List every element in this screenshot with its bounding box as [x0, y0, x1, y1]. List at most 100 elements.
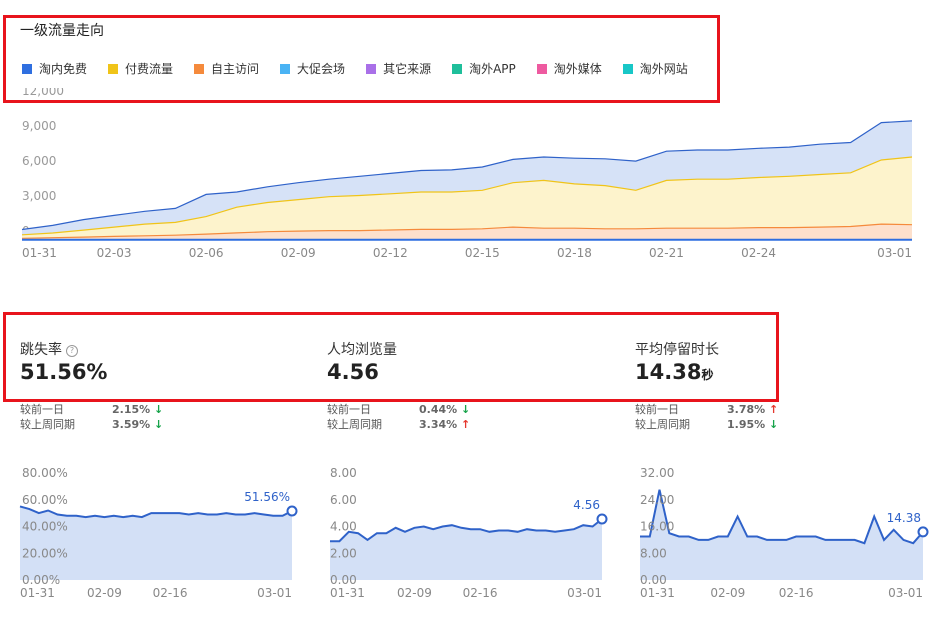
y-tick-label: 0.00 [330, 573, 357, 587]
legend-label: 付费流量 [125, 62, 174, 76]
legend-swatch [22, 63, 32, 74]
metric-value-text: 14.38 [635, 360, 702, 384]
series-line [19, 505, 293, 519]
area-series [22, 120, 912, 235]
comparison-row: 较上周同期 3.34% ↑ [327, 416, 470, 432]
x-tick-label: 02-09 [281, 246, 316, 260]
y-tick-label: 40.00% [22, 520, 68, 534]
arrow-up-icon: ↑ [765, 403, 779, 416]
comparison-label: 较前一日 [20, 403, 64, 416]
metric-value: 51.56% [20, 360, 107, 384]
comparison-value: 0.44% [419, 403, 458, 416]
legend-label: 淘内免费 [39, 62, 88, 76]
legend-item[interactable]: 大促会场 [280, 60, 345, 77]
comparison-value: 3.59% [112, 418, 151, 431]
series-line [21, 223, 913, 239]
y-tick-label: 20.00% [22, 546, 68, 560]
arrow-down-icon: ↓ [150, 403, 164, 416]
y-tick-label: 6,000 [22, 154, 56, 168]
x-tick-label: 02-15 [465, 246, 500, 260]
legend-item[interactable]: 自主访问 [194, 60, 259, 77]
comparison-value: 1.95% [727, 418, 766, 431]
series-line [21, 120, 913, 231]
legend-item[interactable]: 淘外媒体 [536, 60, 602, 77]
legend-label: 淘外APP [469, 62, 516, 76]
comparison-label: 较上周同期 [20, 418, 75, 431]
comparison-label: 较上周同期 [327, 418, 382, 431]
x-tick-label: 01-31 [640, 586, 675, 600]
area-series [22, 157, 912, 239]
y-tick-label: 60.00% [22, 493, 68, 507]
legend-label: 其它来源 [383, 62, 432, 76]
metric-label: 人均浏览量 [327, 339, 397, 359]
x-tick-label: 03-01 [567, 586, 602, 600]
arrow-up-icon: ↑ [457, 418, 471, 431]
legend-label: 大促会场 [297, 62, 346, 76]
x-tick-label: 02-09 [710, 586, 745, 600]
legend-swatch [366, 63, 377, 74]
y-tick-label: 6.00 [330, 493, 357, 507]
metric-label: 跳失率? [20, 339, 78, 359]
legend-swatch [280, 63, 291, 74]
legend-label: 淘外网站 [639, 62, 688, 76]
y-tick-label: 8.00 [640, 546, 667, 560]
legend-item[interactable]: 淘内免费 [22, 60, 87, 77]
x-tick-label: 02-18 [557, 246, 592, 260]
traffic-area-chart: 03,0006,0009,00012,00001-3102-0302-0602-… [21, 88, 913, 260]
y-tick-label: 32.00 [640, 466, 674, 480]
legend-item[interactable]: 付费流量 [108, 60, 173, 77]
pageviews-mini-chart: 0.00 2.00 4.00 6.00 8.00 4.56 01-31 02-09 02-16 0… [330, 466, 608, 600]
metric-label-text: 跳失率 [20, 342, 62, 358]
y-tick-label: 16.00 [640, 520, 674, 534]
end-point-marker [286, 505, 298, 517]
legend-item[interactable]: 淘外APP [452, 60, 516, 77]
metric-value-text: 4.56 [327, 360, 379, 384]
bounce-rate-mini-chart: 0.00% 20.00% 40.00% 60.00% 80.00% 51.56% 01-31… [19, 466, 298, 600]
comparison-label: 较前一日 [635, 403, 679, 416]
x-tick-label: 02-21 [649, 246, 684, 260]
comparison-value: 3.34% [419, 418, 458, 431]
x-tick-label: 02-12 [373, 246, 408, 260]
legend-label: 淘外媒体 [553, 62, 602, 76]
metric-label-text: 人均浏览量 [327, 342, 397, 358]
comparison-value: 3.78% [727, 403, 766, 416]
comparison-row: 较前一日 0.44% ↓ [327, 401, 470, 417]
end-value-label: 14.38 [887, 511, 921, 525]
help-icon[interactable]: ? [66, 345, 78, 357]
y-tick-label: 4.00 [330, 520, 357, 534]
arrow-down-icon: ↓ [765, 418, 779, 431]
comparison-value: 2.15% [112, 403, 151, 416]
area-fill [330, 519, 602, 580]
metric-value: 14.38秒 [635, 360, 713, 384]
legend-item[interactable]: 其它来源 [366, 60, 431, 77]
y-tick-label: 3,000 [22, 189, 56, 203]
x-tick-label: 03-01 [888, 586, 923, 600]
legend-swatch [452, 63, 463, 74]
x-tick-label: 02-09 [87, 586, 122, 600]
legend-item[interactable]: 淘外网站 [622, 60, 688, 77]
area-fill [20, 506, 292, 580]
x-tick-label: 01-31 [22, 246, 57, 260]
arrow-down-icon: ↓ [457, 403, 471, 416]
end-point-marker [917, 526, 929, 538]
x-tick-label: 02-24 [741, 246, 776, 260]
series-line [21, 156, 913, 236]
comparison-label: 较前一日 [327, 403, 371, 416]
x-tick-label: 02-06 [189, 246, 224, 260]
area-series [22, 224, 912, 240]
comparison-row: 较前一日 3.78% ↑ [635, 401, 778, 417]
series-line [330, 518, 603, 543]
metric-label: 平均停留时长 [635, 339, 719, 359]
end-value-label: 4.56 [573, 498, 600, 512]
comparison-row: 较前一日 2.15% ↓ [20, 401, 163, 417]
legend-swatch [108, 63, 119, 74]
legend-swatch [194, 63, 205, 74]
dwell-time-mini-chart: 0.00 8.00 16.00 24.00 32.00 14.38 01-31 02-09 02… [640, 466, 929, 600]
y-tick-label: 80.00% [22, 466, 68, 480]
legend-swatch [622, 63, 633, 74]
metric-value: 4.56 [327, 360, 379, 384]
y-tick-label: 9,000 [22, 119, 56, 133]
x-tick-label: 02-09 [397, 586, 432, 600]
x-tick-label: 03-01 [257, 586, 292, 600]
metric-value-text: 51.56% [20, 360, 108, 384]
